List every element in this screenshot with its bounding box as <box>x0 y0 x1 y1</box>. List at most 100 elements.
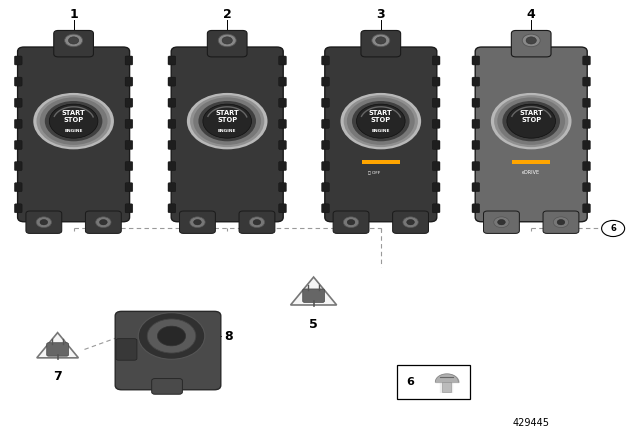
FancyBboxPatch shape <box>279 56 287 65</box>
FancyBboxPatch shape <box>472 77 480 86</box>
Circle shape <box>190 95 264 147</box>
Circle shape <box>356 104 405 138</box>
Circle shape <box>343 217 359 228</box>
Circle shape <box>491 93 572 149</box>
Text: START
STOP: START STOP <box>215 110 239 123</box>
FancyBboxPatch shape <box>125 141 133 150</box>
FancyBboxPatch shape <box>14 119 22 128</box>
Circle shape <box>157 326 186 346</box>
Circle shape <box>602 220 625 237</box>
FancyBboxPatch shape <box>543 211 579 233</box>
Circle shape <box>49 104 98 138</box>
Text: START
STOP: START STOP <box>369 110 393 123</box>
FancyBboxPatch shape <box>583 183 590 192</box>
FancyBboxPatch shape <box>279 77 287 86</box>
Circle shape <box>193 97 261 145</box>
Bar <box>442 382 451 392</box>
FancyBboxPatch shape <box>86 211 122 233</box>
Circle shape <box>65 34 83 47</box>
FancyBboxPatch shape <box>14 141 22 150</box>
FancyBboxPatch shape <box>321 98 329 107</box>
Circle shape <box>187 93 268 149</box>
FancyBboxPatch shape <box>433 119 440 128</box>
Text: 429445: 429445 <box>513 418 550 428</box>
FancyBboxPatch shape <box>583 162 590 171</box>
FancyBboxPatch shape <box>321 204 329 213</box>
FancyBboxPatch shape <box>125 77 133 86</box>
FancyBboxPatch shape <box>472 98 480 107</box>
Circle shape <box>502 101 560 141</box>
FancyBboxPatch shape <box>125 183 133 192</box>
Circle shape <box>557 220 564 225</box>
FancyBboxPatch shape <box>207 30 247 57</box>
FancyBboxPatch shape <box>168 204 175 213</box>
FancyBboxPatch shape <box>239 211 275 233</box>
Circle shape <box>352 101 410 141</box>
Text: START
STOP: START STOP <box>519 110 543 123</box>
FancyBboxPatch shape <box>511 30 551 57</box>
FancyBboxPatch shape <box>168 141 175 150</box>
Text: 6: 6 <box>610 224 616 233</box>
Circle shape <box>340 93 421 149</box>
Circle shape <box>45 101 102 141</box>
FancyBboxPatch shape <box>321 56 329 65</box>
Circle shape <box>553 217 568 228</box>
Circle shape <box>40 220 48 225</box>
Circle shape <box>372 34 390 47</box>
Circle shape <box>138 313 205 359</box>
Text: START
STOP: START STOP <box>61 110 86 123</box>
Circle shape <box>147 319 196 353</box>
FancyBboxPatch shape <box>472 56 480 65</box>
Circle shape <box>36 217 52 228</box>
FancyBboxPatch shape <box>125 162 133 171</box>
FancyBboxPatch shape <box>472 119 480 128</box>
Circle shape <box>33 93 114 149</box>
FancyBboxPatch shape <box>321 119 329 128</box>
FancyBboxPatch shape <box>303 289 324 302</box>
Text: ENGINE: ENGINE <box>218 129 236 133</box>
Circle shape <box>36 95 111 147</box>
Circle shape <box>494 95 568 147</box>
Circle shape <box>249 217 265 228</box>
FancyBboxPatch shape <box>279 119 287 128</box>
Circle shape <box>497 97 565 145</box>
FancyBboxPatch shape <box>583 204 590 213</box>
Circle shape <box>347 97 415 145</box>
Text: 4: 4 <box>527 8 536 21</box>
FancyBboxPatch shape <box>168 162 175 171</box>
Circle shape <box>407 220 415 225</box>
FancyBboxPatch shape <box>14 183 22 192</box>
FancyBboxPatch shape <box>321 183 329 192</box>
Circle shape <box>403 217 419 228</box>
FancyBboxPatch shape <box>321 162 329 171</box>
Text: 2: 2 <box>223 8 232 21</box>
FancyBboxPatch shape <box>475 47 588 222</box>
FancyBboxPatch shape <box>54 30 93 57</box>
Circle shape <box>347 220 355 225</box>
FancyBboxPatch shape <box>172 47 283 222</box>
FancyBboxPatch shape <box>433 77 440 86</box>
FancyBboxPatch shape <box>168 183 175 192</box>
FancyBboxPatch shape <box>26 211 62 233</box>
Text: 1: 1 <box>69 8 78 21</box>
FancyBboxPatch shape <box>179 211 215 233</box>
FancyBboxPatch shape <box>333 211 369 233</box>
FancyBboxPatch shape <box>115 311 221 390</box>
FancyBboxPatch shape <box>393 211 429 233</box>
FancyBboxPatch shape <box>14 77 22 86</box>
Circle shape <box>99 220 108 225</box>
FancyBboxPatch shape <box>168 56 175 65</box>
Text: ENGINE: ENGINE <box>372 129 390 133</box>
FancyBboxPatch shape <box>324 47 436 222</box>
FancyBboxPatch shape <box>583 56 590 65</box>
Circle shape <box>507 104 556 138</box>
Circle shape <box>253 220 261 225</box>
FancyBboxPatch shape <box>472 141 480 150</box>
Text: 8: 8 <box>224 329 232 343</box>
Circle shape <box>189 217 205 228</box>
Bar <box>397 365 470 399</box>
Circle shape <box>40 97 108 145</box>
Circle shape <box>526 37 536 44</box>
Circle shape <box>96 217 111 228</box>
FancyBboxPatch shape <box>116 339 137 360</box>
